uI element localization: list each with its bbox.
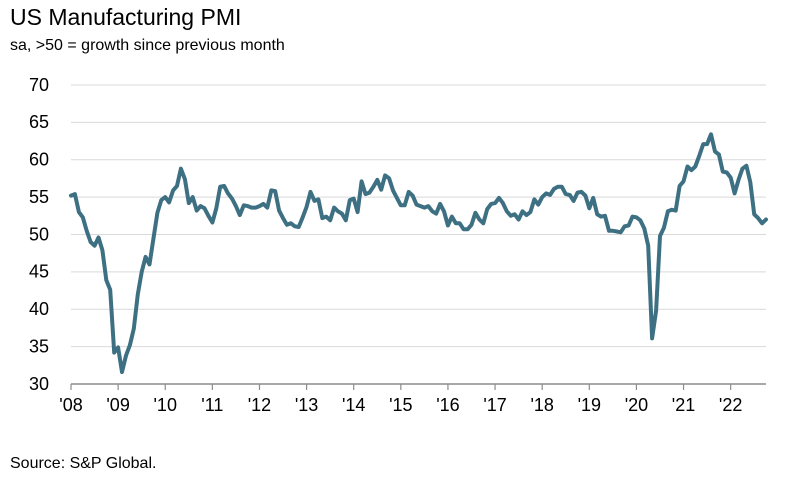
x-tick-label: '09	[106, 395, 129, 415]
y-tick-label: 50	[29, 224, 49, 244]
gridlines	[71, 84, 766, 348]
x-tick-label: '17	[483, 395, 506, 415]
x-tick-label: '18	[530, 395, 553, 415]
y-tick-label: 65	[29, 112, 49, 132]
source-note: Source: S&P Global.	[10, 455, 157, 472]
y-tick-label: 40	[29, 299, 49, 319]
x-tick-label: '20	[625, 395, 648, 415]
chart-subtitle: sa, >50 = growth since previous month	[10, 37, 285, 54]
x-tick-label: '19	[578, 395, 601, 415]
x-tick-label: '22	[719, 395, 742, 415]
y-tick-label: 35	[29, 336, 49, 356]
chart-title: US Manufacturing PMI	[10, 4, 242, 30]
x-tick-label: '11	[201, 395, 223, 415]
y-tick-label: 45	[29, 262, 49, 282]
x-tick-label: '12	[248, 395, 271, 415]
y-tick-label: 70	[29, 75, 49, 95]
series-layer	[69, 132, 768, 374]
x-tick-label: '10	[154, 395, 177, 415]
x-tick-label: '21	[672, 395, 695, 415]
x-tick-label: '13	[295, 395, 318, 415]
axes: 30 35 40 45 50 55 60 65 70 '08 '09 '10 '11 '12 '13 '14 '…	[29, 75, 766, 415]
y-tick-label: 55	[29, 187, 49, 207]
x-tick-label: '14	[342, 395, 365, 415]
y-tick-label: 30	[29, 374, 49, 394]
y-tick-label: 60	[29, 150, 49, 170]
x-tick-label: '08	[59, 395, 82, 415]
x-tick-label: '15	[389, 395, 412, 415]
pmi-series-line	[69, 132, 768, 374]
x-tick-label: '16	[436, 395, 459, 415]
